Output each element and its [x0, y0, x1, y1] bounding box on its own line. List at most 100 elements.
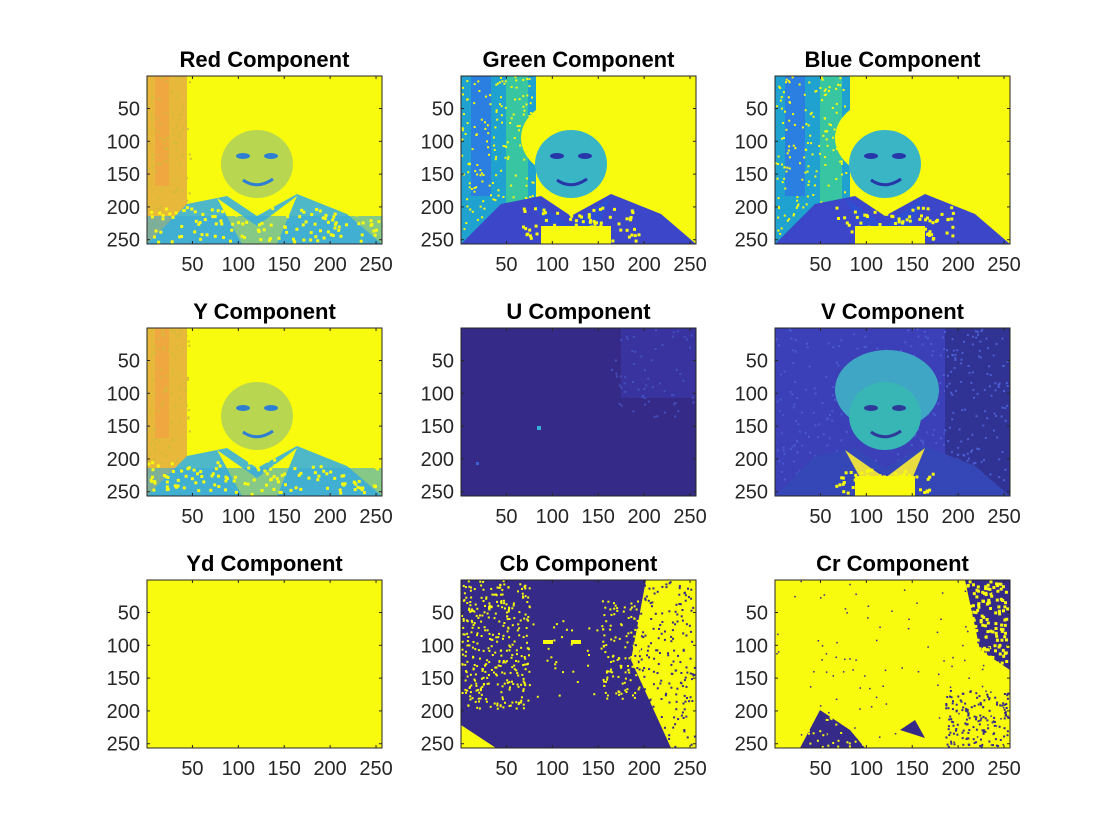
image-content — [461, 76, 696, 244]
y-tick-label: 250 — [107, 734, 140, 756]
x-tick-label: 100 — [536, 758, 569, 780]
x-tick-label: 100 — [850, 758, 883, 780]
x-tick-label: 150 — [582, 758, 615, 780]
y-tick-label: 200 — [107, 701, 140, 723]
image-content — [461, 580, 696, 748]
x-tick-label: 100 — [222, 254, 255, 276]
y-tick-label: 100 — [107, 383, 140, 405]
image-content — [461, 328, 696, 496]
subplot-panel: Yd Component 50 100 150 200 250 50 100 150 200 250 — [107, 551, 393, 780]
y-tick-label: 100 — [735, 383, 768, 405]
x-tick-label: 100 — [222, 506, 255, 528]
axes-frame — [146, 579, 383, 749]
x-tick-label: 150 — [896, 506, 929, 528]
x-tick-label: 150 — [896, 254, 929, 276]
x-tick-label: 200 — [941, 254, 974, 276]
x-tick-label: 150 — [268, 758, 301, 780]
y-tick-label: 150 — [735, 416, 768, 438]
y-tick-label: 50 — [118, 98, 140, 120]
x-tick-label: 250 — [359, 506, 392, 528]
image-content — [775, 580, 1010, 748]
axes-frame — [774, 75, 1011, 245]
subplot-title: Blue Component — [805, 47, 982, 72]
x-tick-label: 50 — [809, 254, 831, 276]
x-tick-label: 250 — [673, 506, 706, 528]
subplot-panel: Blue Component 50 100 150 200 250 50 100 150 200 2… — [735, 47, 1021, 276]
y-tick-label: 100 — [735, 635, 768, 657]
axes-frame — [774, 579, 1011, 749]
subplot-title: Yd Component — [186, 551, 343, 576]
subplot-panel: Cb Component 50 100 150 200 250 50 100 150 200 250 — [421, 551, 707, 780]
x-tick-label: 50 — [181, 254, 203, 276]
x-tick-label: 250 — [673, 758, 706, 780]
x-tick-label: 200 — [627, 254, 660, 276]
x-tick-label: 50 — [181, 506, 203, 528]
y-tick-label: 150 — [421, 164, 454, 186]
y-tick-label: 250 — [421, 482, 454, 504]
image-content — [147, 76, 382, 244]
x-tick-label: 150 — [582, 254, 615, 276]
x-tick-label: 150 — [896, 758, 929, 780]
x-tick-label: 100 — [222, 758, 255, 780]
subplot-title: Cb Component — [500, 551, 658, 576]
subplot-panel: V Component 50 100 150 200 250 50 100 150 200 250 — [735, 299, 1021, 528]
x-tick-label: 200 — [941, 758, 974, 780]
x-tick-label: 100 — [536, 254, 569, 276]
x-tick-label: 250 — [359, 758, 392, 780]
y-tick-label: 250 — [421, 230, 454, 252]
y-tick-label: 200 — [421, 701, 454, 723]
subplot-panel: U Component 50 100 150 200 250 50 100 150 200 250 — [421, 299, 707, 528]
subplot-panel: Green Component 50 100 150 200 250 50 100 150 200… — [421, 47, 707, 276]
x-tick-label: 250 — [987, 758, 1020, 780]
y-tick-label: 250 — [107, 482, 140, 504]
subplot-panel: Cr Component 50 100 150 200 250 50 100 150 200 250 — [735, 551, 1021, 780]
x-tick-label: 250 — [673, 254, 706, 276]
subplot-title: U Component — [506, 299, 651, 324]
x-tick-label: 100 — [850, 254, 883, 276]
y-tick-label: 250 — [735, 230, 768, 252]
x-tick-label: 200 — [627, 506, 660, 528]
x-tick-label: 50 — [181, 758, 203, 780]
axes-frame — [774, 327, 1011, 497]
subplot-title: Y Component — [193, 299, 336, 324]
x-tick-label: 200 — [313, 506, 346, 528]
y-tick-label: 50 — [746, 602, 768, 624]
x-tick-label: 250 — [987, 506, 1020, 528]
subplot-panel: Y Component 50 100 150 200 250 50 100 150 200 250 — [107, 299, 393, 528]
y-tick-label: 150 — [107, 668, 140, 690]
y-tick-label: 50 — [118, 602, 140, 624]
x-tick-label: 200 — [313, 758, 346, 780]
subplot-title: Cr Component — [816, 551, 969, 576]
y-tick-label: 100 — [107, 131, 140, 153]
y-tick-label: 50 — [432, 602, 454, 624]
subplot-panel: Red Component 50 100 150 200 250 50 100 150 200 25… — [107, 47, 393, 276]
y-tick-label: 100 — [735, 131, 768, 153]
y-tick-label: 200 — [107, 449, 140, 471]
y-tick-label: 200 — [735, 701, 768, 723]
y-tick-label: 200 — [421, 197, 454, 219]
y-tick-label: 100 — [421, 131, 454, 153]
y-tick-label: 100 — [107, 635, 140, 657]
x-tick-label: 200 — [941, 506, 974, 528]
x-tick-label: 250 — [359, 254, 392, 276]
x-tick-label: 50 — [495, 506, 517, 528]
y-tick-label: 100 — [421, 635, 454, 657]
x-tick-label: 50 — [495, 254, 517, 276]
y-tick-label: 250 — [735, 482, 768, 504]
y-tick-label: 250 — [107, 230, 140, 252]
x-tick-label: 150 — [268, 254, 301, 276]
y-tick-label: 200 — [735, 449, 768, 471]
y-tick-label: 250 — [735, 734, 768, 756]
y-tick-label: 200 — [735, 197, 768, 219]
image-content — [147, 328, 382, 496]
y-tick-label: 150 — [735, 164, 768, 186]
subplot-title: Red Component — [180, 47, 351, 72]
y-tick-label: 50 — [746, 98, 768, 120]
x-tick-label: 150 — [268, 506, 301, 528]
y-tick-label: 150 — [107, 164, 140, 186]
axes-frame — [460, 75, 697, 245]
y-tick-label: 50 — [432, 350, 454, 372]
y-tick-label: 50 — [118, 350, 140, 372]
x-tick-label: 100 — [536, 506, 569, 528]
